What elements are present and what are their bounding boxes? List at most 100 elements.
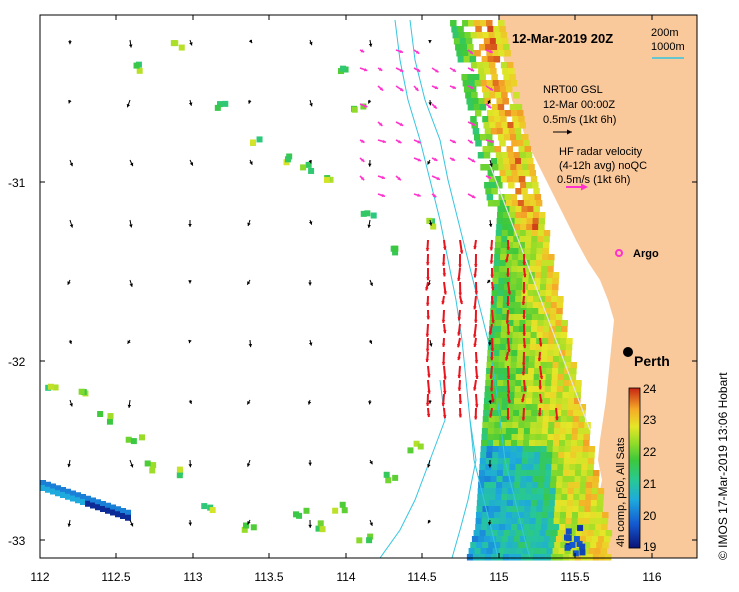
sst-pixel <box>492 110 500 117</box>
sst-pixel <box>494 416 502 423</box>
current-arrowhead <box>416 68 421 72</box>
sst-pixel <box>503 296 510 303</box>
sst-pixel <box>178 44 185 51</box>
current-arrowhead <box>188 339 192 344</box>
sst-pixel <box>471 536 479 543</box>
sst-pixel <box>542 506 549 513</box>
sst-pixel <box>492 452 499 459</box>
colorbar-segment <box>629 497 640 499</box>
sst-pixel <box>483 152 491 159</box>
sst-pixel <box>568 476 576 483</box>
sst-pixel <box>521 158 528 165</box>
sst-pixel <box>541 428 549 435</box>
colorbar-segment <box>629 493 640 495</box>
sst-pixel <box>549 398 557 405</box>
sst-pixel <box>488 542 495 549</box>
current-arrowhead <box>67 281 71 285</box>
sst-pixel <box>532 308 539 315</box>
sst-pixel <box>513 122 520 129</box>
sst-pixel <box>555 326 562 333</box>
current-arrowhead <box>432 193 437 198</box>
x-tick-label: 112 <box>30 570 49 584</box>
sst-pixel <box>538 386 546 393</box>
sst-pixel <box>544 386 552 393</box>
sst-pixel <box>478 554 486 561</box>
current-arrowhead <box>417 158 422 162</box>
colorbar-segment <box>629 536 640 538</box>
sst-pixel <box>556 554 564 561</box>
current-arrowhead <box>428 102 432 106</box>
sst-pixel <box>530 500 538 507</box>
sst-pixel <box>499 260 507 267</box>
sst-pixel <box>463 56 471 63</box>
sst-pixel <box>547 428 555 435</box>
sst-pixel <box>569 541 576 548</box>
sst-pixel <box>486 548 494 555</box>
sst-pixel <box>526 392 533 399</box>
sst-pixel <box>560 542 567 549</box>
sst-pixel <box>496 302 504 309</box>
model-title: NRT00 GSL <box>543 84 603 96</box>
sst-pixel <box>498 548 506 555</box>
sst-pixel <box>472 554 480 561</box>
current-arrowhead <box>487 104 492 109</box>
argo-label: Argo <box>633 248 659 260</box>
sst-pixel <box>479 44 486 51</box>
sst-pixel <box>518 416 526 423</box>
sst-pixel <box>546 452 553 459</box>
sst-pixel <box>565 428 573 435</box>
colorbar-segment <box>629 496 640 498</box>
sst-pixel <box>500 338 507 345</box>
sst-pixel <box>487 440 494 447</box>
colorbar-tick: 24 <box>643 382 657 396</box>
sst-pixel <box>549 320 556 327</box>
sst-pixel <box>580 482 587 489</box>
sst-pixel <box>547 440 554 447</box>
sst-pixel <box>567 488 575 495</box>
current-arrowhead <box>441 301 445 305</box>
sst-pixel <box>548 332 556 339</box>
sst-pixel <box>558 452 565 459</box>
current-arrowhead <box>363 67 368 72</box>
sst-pixel <box>551 284 559 291</box>
sst-pixel <box>521 374 529 381</box>
sst-pixel <box>489 536 497 543</box>
sst-pixel <box>488 332 496 339</box>
sst-pixel <box>542 338 549 345</box>
sst-pixel <box>517 140 524 147</box>
sst-pixel <box>486 452 493 459</box>
sst-pixel <box>470 62 478 69</box>
sst-pixel <box>478 470 486 477</box>
sst-pixel <box>490 554 498 561</box>
sst-pixel <box>518 242 526 249</box>
sst-pixel <box>533 530 541 537</box>
sst-pixel <box>537 326 544 333</box>
sst-pixel <box>550 470 558 477</box>
current-arrowhead <box>458 414 463 418</box>
colorbar-segment <box>629 528 640 530</box>
current-arrowhead <box>188 223 192 227</box>
sst-pixel <box>514 482 521 489</box>
sst-pixel <box>494 338 501 345</box>
current-arrowhead <box>490 348 495 352</box>
sst-pixel <box>518 500 526 507</box>
sst-pixel <box>530 422 537 429</box>
sst-pixel <box>495 536 503 543</box>
sst-pixel <box>476 542 483 549</box>
sst-pixel <box>539 296 546 303</box>
current-arrowhead <box>69 224 74 228</box>
sst-pixel <box>532 182 539 189</box>
current-arrowhead <box>188 464 193 468</box>
colorbar-tick: 23 <box>643 413 657 427</box>
sst-pixel <box>502 128 510 135</box>
sst-pixel <box>568 392 575 399</box>
sst-pixel <box>510 80 518 87</box>
sst-pixel <box>570 368 577 375</box>
sst-pixel <box>500 500 508 507</box>
sst-pixel <box>491 188 498 195</box>
colorbar-segment <box>629 469 640 471</box>
sst-pixel <box>506 512 513 519</box>
colorbar-segment <box>629 393 640 395</box>
colorbar-segment <box>629 517 640 519</box>
